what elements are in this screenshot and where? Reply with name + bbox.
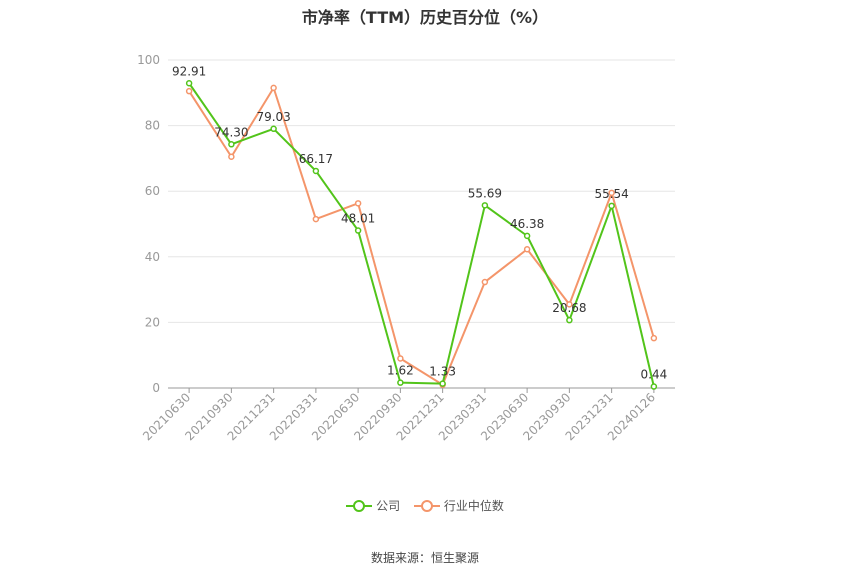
industry-point [270, 84, 277, 92]
legend-industry-line-icon [413, 499, 440, 512]
data-label: 66.17 [299, 152, 333, 166]
data-labels: 92.91 74.30 79.03 66.17 48.01 1.62 1.33 55.69 46… [172, 64, 667, 381]
y-tick-label: 0 [152, 381, 160, 395]
data-label: 1.33 [429, 365, 456, 379]
company-point [439, 380, 446, 387]
grid-lines [168, 59, 675, 323]
data-label: 20.68 [552, 301, 586, 315]
industry-point [228, 153, 235, 161]
x-axis: 2021063020210930202112312022033120220630… [140, 387, 675, 443]
y-tick-label: 40 [145, 250, 160, 264]
data-source: 数据来源：恒生聚源 [370, 551, 479, 565]
company-point [354, 227, 362, 234]
company-series-line [188, 82, 655, 387]
data-label: 48.01 [341, 212, 375, 226]
industry-point [312, 215, 320, 223]
industry-point [481, 278, 489, 286]
data-label: 92.91 [172, 64, 206, 78]
data-label: 74.30 [214, 125, 248, 139]
legend-item-industry-median[interactable]: 行业中位数 [413, 497, 504, 514]
legend-company-label: 公司 [376, 499, 401, 513]
company-point [397, 379, 404, 386]
industry-point [523, 246, 531, 253]
chart-plot: 0 20 40 60 80 100 202106302021093020211231202… [137, 53, 675, 443]
company-point [270, 125, 277, 133]
data-label: 46.38 [510, 217, 544, 231]
industry-point [185, 87, 193, 95]
y-tick-label: 100 [137, 53, 160, 67]
y-axis-labels: 0 20 40 60 80 100 [137, 53, 160, 395]
legend-company-line-icon [346, 499, 373, 512]
series-lines [188, 82, 655, 387]
legend-industry-label: 行业中位数 [443, 499, 504, 513]
y-tick-label: 60 [145, 184, 160, 198]
y-tick-label: 20 [145, 315, 160, 329]
industry-point [650, 334, 658, 342]
legend: 公司 行业中位数 [0, 497, 850, 515]
company-point [312, 167, 320, 175]
industry-point [608, 189, 615, 197]
industry-point [397, 355, 404, 362]
series-points [185, 80, 658, 390]
company-point [481, 202, 489, 209]
chart-title: 市净率（TTM）历史百分位（%） [301, 8, 549, 27]
data-label: 79.03 [256, 110, 290, 124]
company-point [650, 383, 658, 390]
y-tick-label: 80 [145, 119, 160, 133]
data-label: 0.44 [641, 368, 668, 382]
company-point [228, 141, 235, 148]
industry-series-line [188, 86, 655, 386]
company-point [185, 80, 193, 87]
company-point [566, 316, 573, 324]
data-label: 55.69 [468, 186, 502, 200]
legend-item-company[interactable]: 公司 [346, 497, 400, 514]
company-point [523, 232, 531, 240]
data-label: 55.54 [594, 187, 628, 201]
industry-point [354, 200, 362, 207]
company-point [608, 202, 615, 210]
industry-point [566, 301, 573, 308]
data-label: 1.62 [387, 364, 414, 378]
